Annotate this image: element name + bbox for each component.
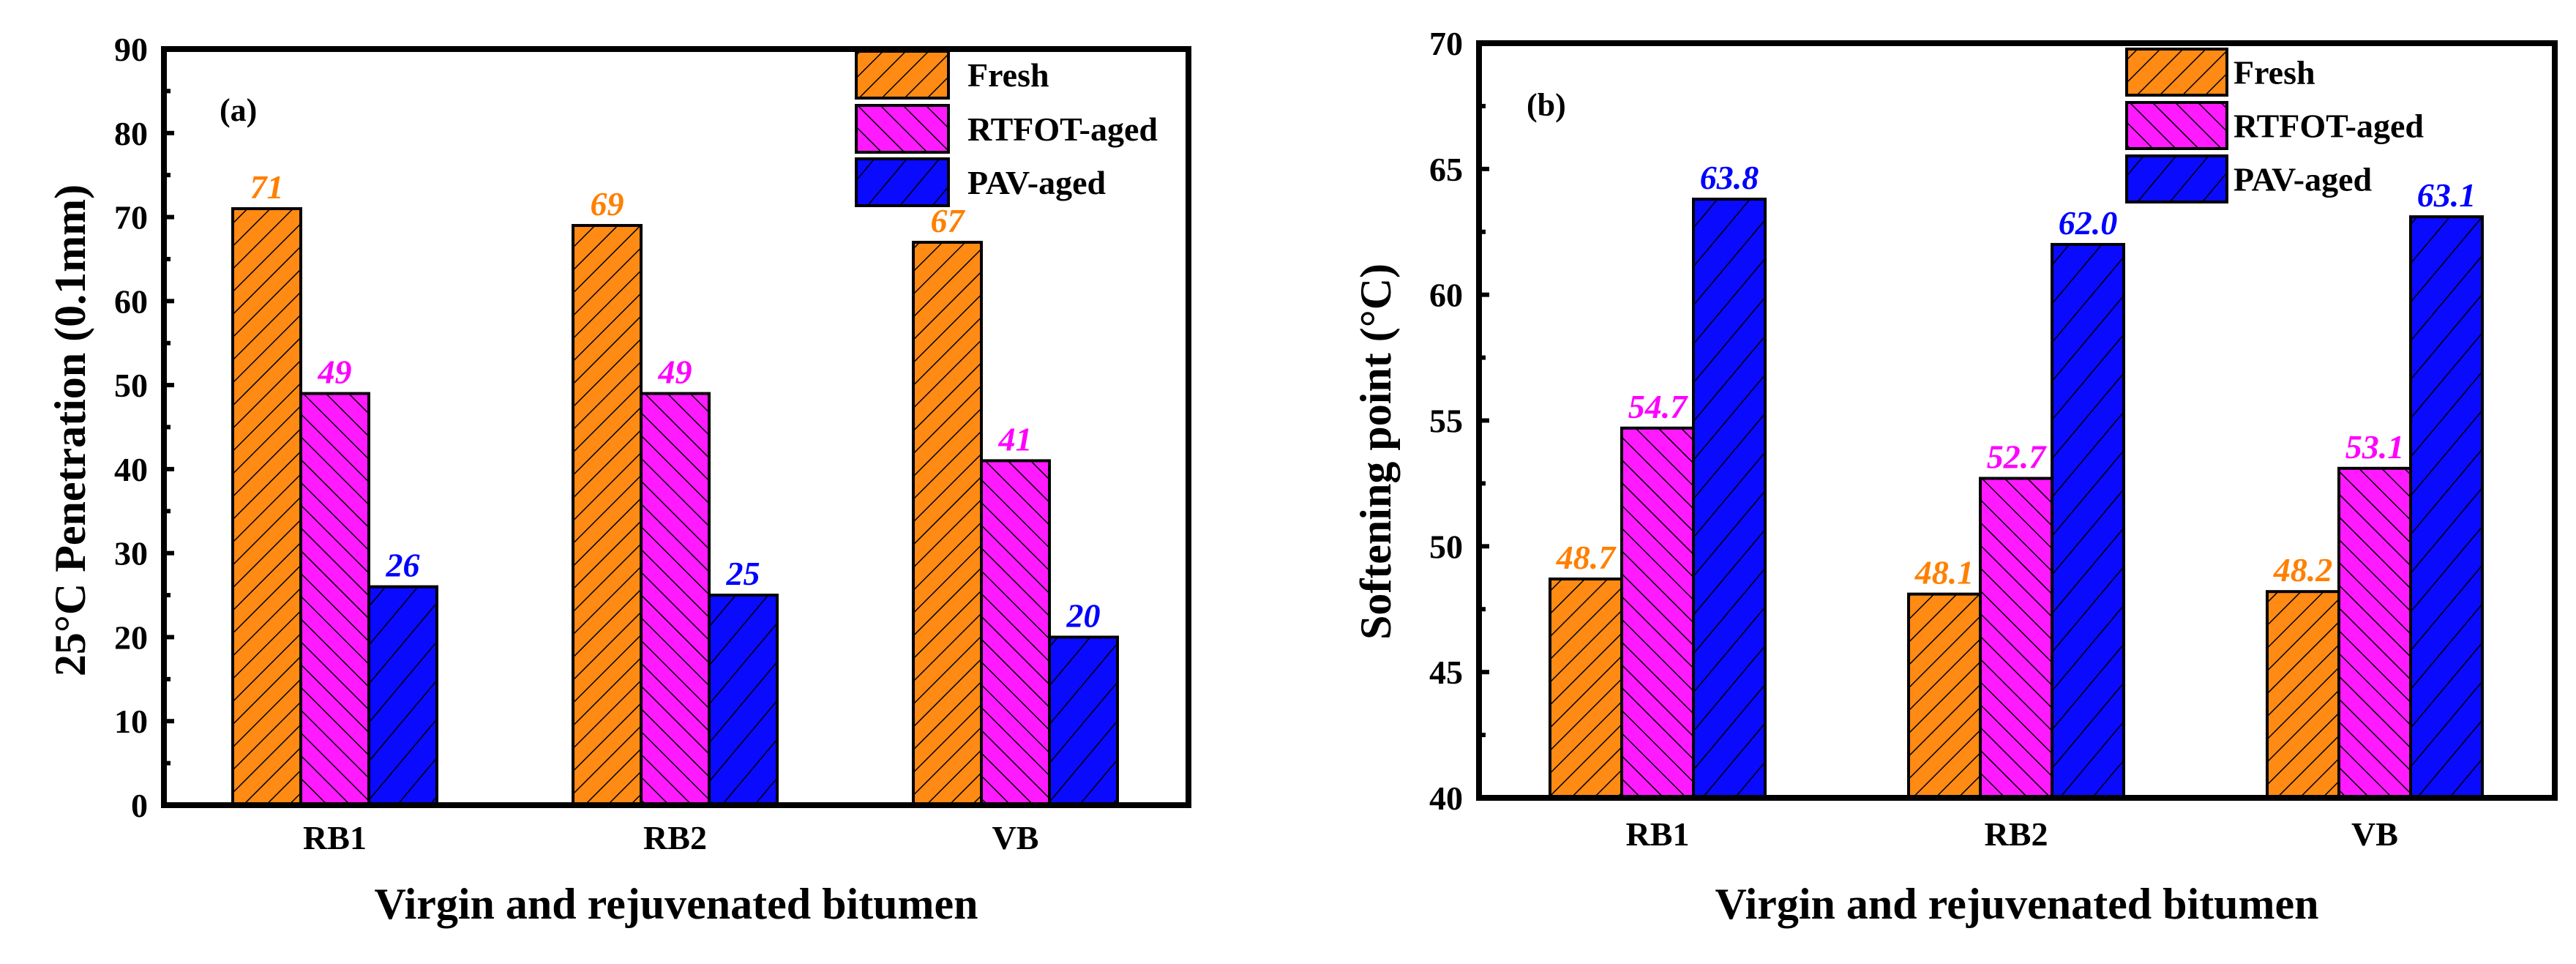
bar-rtfot-aged-rb1 xyxy=(299,392,370,807)
x-axis-title: Virgin and rejuvenated bitumen xyxy=(1715,880,2318,928)
legend-swatch-rtfot-aged xyxy=(855,104,950,154)
bar-pav-aged-rb1 xyxy=(367,585,438,807)
legend-swatch-pav-aged xyxy=(855,157,950,207)
bar-rtfot-aged-rb2 xyxy=(1979,477,2053,799)
y-tick-label: 65 xyxy=(1429,151,1463,188)
y-tick-label: 60 xyxy=(114,283,148,320)
y-axis-title: Softening point (°C) xyxy=(1352,264,1400,640)
data-label: 48.1 xyxy=(1914,554,1974,591)
bar-rtfot-aged-rb2 xyxy=(640,392,711,807)
data-label: 49 xyxy=(318,354,352,391)
legend-label: Fresh xyxy=(967,56,1049,94)
data-label: 53.1 xyxy=(2345,428,2405,466)
y-tick-label: 80 xyxy=(114,115,148,152)
data-label: 48.2 xyxy=(2273,551,2333,589)
legend-label: RTFOT-aged xyxy=(2234,108,2424,145)
x-tick-label: RB1 xyxy=(303,819,367,856)
y-tick-label: 50 xyxy=(1429,528,1463,565)
data-label: 41 xyxy=(998,420,1033,457)
data-label: 69 xyxy=(591,185,624,223)
penetration-chart: 71 69 67 49 49 41 26 25 20 0 10 20 30 40 50 60 70 80 90 RB1… xyxy=(46,31,1191,928)
bar-fresh-rb1 xyxy=(1549,578,1623,799)
bar-fresh-rb1 xyxy=(231,207,302,807)
bar-pav-aged-rb1 xyxy=(1692,198,1767,800)
data-label: 48.7 xyxy=(1556,539,1617,576)
data-label: 26 xyxy=(386,547,420,584)
data-label: 71 xyxy=(250,168,284,206)
bar-fresh-vb xyxy=(912,240,983,807)
panel-label: (b) xyxy=(1527,87,1566,123)
x-tick-label: RB2 xyxy=(643,819,707,856)
bar-rtfot-aged-vb xyxy=(980,459,1051,807)
legend-label: RTFOT-aged xyxy=(967,111,1158,148)
bar-pav-aged-rb2 xyxy=(2051,242,2125,799)
bar-pav-aged-vb xyxy=(2409,215,2484,799)
data-label: 63.1 xyxy=(2417,176,2476,214)
legend-label: PAV-aged xyxy=(967,164,1107,201)
data-label: 20 xyxy=(1066,597,1101,634)
y-tick-label: 70 xyxy=(1429,25,1463,62)
data-label: 54.7 xyxy=(1628,388,1689,425)
y-tick-label: 40 xyxy=(114,451,148,488)
panel-label: (a) xyxy=(220,92,257,128)
x-tick-label: VB xyxy=(2351,815,2398,853)
x-axis-title: Virgin and rejuvenated bitumen xyxy=(374,880,978,928)
data-label: 67 xyxy=(931,202,966,239)
legend-swatch-fresh xyxy=(2125,48,2228,97)
x-tick-label: VB xyxy=(992,819,1039,856)
y-tick-label: 90 xyxy=(114,31,148,68)
y-tick-label: 45 xyxy=(1429,654,1463,691)
bar-rtfot-aged-vb xyxy=(2337,466,2412,800)
bar-fresh-vb xyxy=(2266,590,2340,800)
y-tick-label: 20 xyxy=(114,619,148,656)
legend-label: Fresh xyxy=(2234,54,2315,91)
y-tick-label: 30 xyxy=(114,535,148,572)
y-tick-label: 60 xyxy=(1429,277,1463,314)
y-tick-label: 55 xyxy=(1429,403,1463,440)
bar-fresh-rb2 xyxy=(1907,592,1982,799)
y-tick-label: 0 xyxy=(131,787,148,824)
y-tick-label: 70 xyxy=(114,199,148,236)
legend-swatch-fresh xyxy=(855,50,950,100)
y-axis-title: 25°C Penetration (0.1mm) xyxy=(46,184,94,676)
data-label: 62.0 xyxy=(2059,204,2118,242)
x-tick-label: RB1 xyxy=(1626,815,1690,853)
bar-pav-aged-vb xyxy=(1048,635,1119,807)
data-label: 49 xyxy=(658,354,692,391)
bar-pav-aged-rb2 xyxy=(708,594,779,807)
y-tick-label: 10 xyxy=(114,703,148,740)
softening-point-chart: 48.7 48.1 48.2 54.7 52.7 53.1 63.8 62.0 63.1 40 45… xyxy=(1352,25,2558,928)
data-label: 52.7 xyxy=(1987,438,2048,476)
data-label: 63.8 xyxy=(1700,159,1759,196)
data-label: 25 xyxy=(726,555,760,592)
x-tick-label: RB2 xyxy=(1985,815,2048,853)
y-tick-label: 40 xyxy=(1429,780,1463,817)
legend-swatch-pav-aged xyxy=(2125,154,2228,203)
bar-rtfot-aged-rb1 xyxy=(1620,426,1695,799)
legend-label: PAV-aged xyxy=(2234,161,2373,198)
y-tick-label: 50 xyxy=(114,367,148,404)
bar-fresh-rb2 xyxy=(572,224,643,807)
legend-swatch-rtfot-aged xyxy=(2125,101,2228,150)
